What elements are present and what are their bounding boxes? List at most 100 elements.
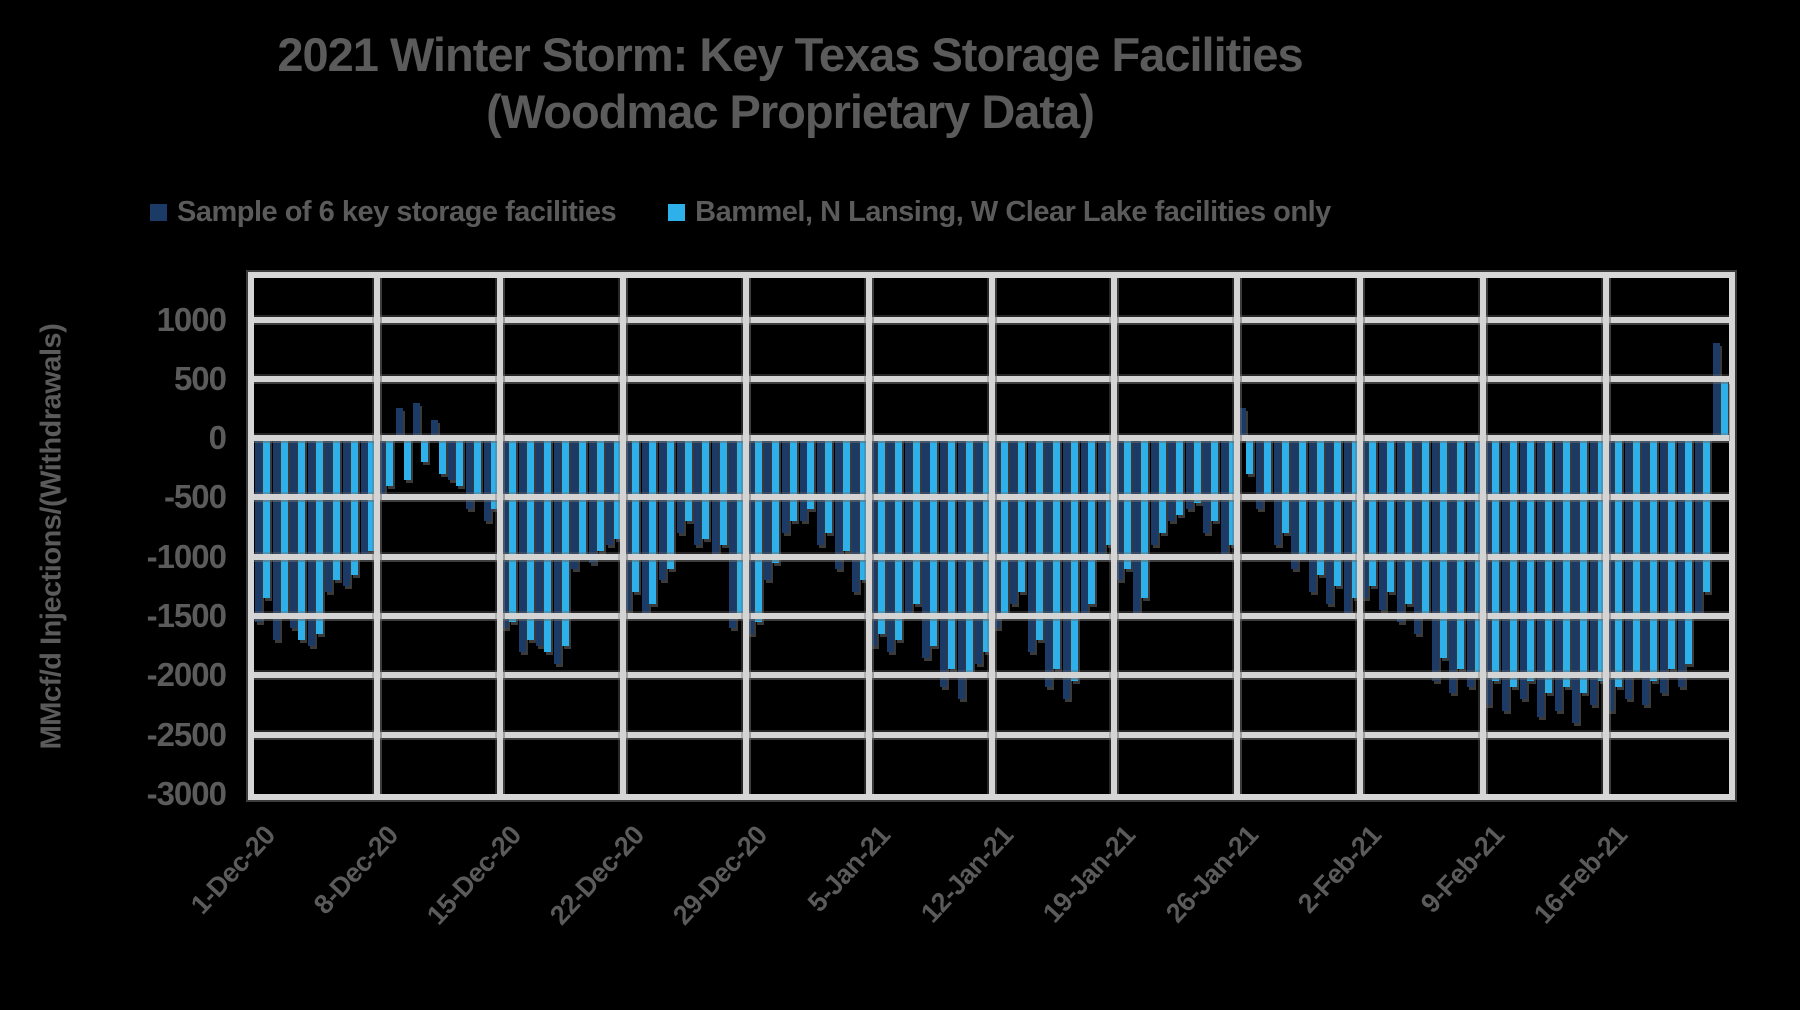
bar — [518, 438, 526, 652]
bar — [1273, 438, 1281, 545]
bar — [719, 438, 727, 545]
bar — [448, 438, 456, 480]
bar — [1238, 408, 1246, 439]
bar — [333, 438, 341, 581]
bar — [438, 438, 446, 474]
legend: Sample of 6 key storage facilities Bamme… — [150, 196, 1331, 229]
bar — [1211, 438, 1219, 522]
bar — [930, 438, 938, 646]
bar — [1659, 438, 1667, 694]
bar — [887, 438, 895, 652]
x-tick-label: 1-Dec-20 — [184, 820, 281, 920]
y-tick-label: -500 — [163, 478, 227, 516]
bar — [1695, 438, 1703, 617]
bar — [1501, 438, 1509, 711]
bar — [975, 438, 983, 664]
bar — [1396, 438, 1404, 622]
bar — [1562, 438, 1570, 688]
plot-area — [246, 270, 1737, 802]
v-gridline — [1111, 278, 1118, 794]
y-axis-tick-labels: 1000 500 0 -500 -1000 -1500 -2000 -2500 -3000 — [0, 278, 236, 812]
bar — [280, 438, 288, 617]
bar — [754, 438, 762, 622]
bar — [606, 438, 614, 545]
bar — [421, 438, 429, 462]
bar — [746, 438, 754, 634]
bar — [465, 438, 473, 510]
bar — [1168, 438, 1176, 522]
bar — [614, 438, 622, 539]
bar — [1351, 438, 1359, 599]
bar — [1439, 438, 1447, 658]
bar — [1624, 438, 1632, 700]
x-tick-label: 26-Jan-21 — [1160, 820, 1265, 929]
bar — [1334, 438, 1342, 587]
bar — [1484, 438, 1492, 706]
bar — [561, 438, 569, 646]
bar — [799, 438, 807, 522]
bar — [869, 438, 877, 646]
bar — [1123, 438, 1131, 569]
v-gridline — [1603, 278, 1610, 794]
bar — [1308, 438, 1316, 593]
bar — [1422, 438, 1430, 617]
bar — [1404, 438, 1412, 605]
bar — [350, 438, 358, 575]
v-gridline — [496, 278, 503, 794]
bar — [526, 438, 534, 640]
bar — [1554, 438, 1562, 711]
y-tick-label: -2500 — [146, 715, 227, 753]
bar — [957, 438, 965, 700]
bar — [877, 438, 885, 634]
bar — [817, 438, 825, 545]
bar — [659, 438, 667, 581]
bar — [1677, 438, 1685, 688]
bar — [1193, 438, 1201, 504]
bar — [1386, 438, 1394, 593]
bar — [315, 438, 323, 634]
v-gridline — [988, 278, 995, 794]
bar — [1580, 438, 1588, 694]
bar — [623, 438, 631, 611]
bar — [834, 438, 842, 569]
bar — [807, 438, 815, 510]
bar — [1466, 438, 1474, 688]
bar — [1203, 438, 1211, 534]
x-tick-label: 19-Jan-21 — [1037, 820, 1142, 929]
bar — [544, 438, 552, 652]
bar — [1589, 438, 1597, 706]
bar — [403, 438, 411, 480]
x-tick-label: 22-Dec-20 — [543, 820, 650, 931]
bar — [641, 438, 649, 617]
bar — [1045, 438, 1053, 688]
bar — [1150, 438, 1158, 545]
x-tick-label: 2-Feb-21 — [1292, 820, 1388, 919]
bar — [1449, 438, 1457, 694]
bar — [922, 438, 930, 658]
legend-label-bammel-facilities: Bammel, N Lansing, W Clear Lake faciliti… — [695, 196, 1331, 228]
bar — [1519, 438, 1527, 700]
bar — [1176, 438, 1184, 516]
bar — [702, 438, 710, 539]
bar — [1010, 438, 1018, 605]
bar — [378, 438, 386, 498]
bar — [940, 438, 948, 688]
bar — [895, 438, 903, 640]
y-tick-label: -3000 — [146, 775, 227, 812]
bar — [1291, 438, 1299, 569]
bar — [1035, 438, 1043, 640]
bar — [1703, 438, 1711, 593]
bar — [1080, 438, 1088, 617]
bar — [1537, 438, 1545, 717]
bar — [1316, 438, 1324, 575]
bar — [737, 438, 745, 617]
bar — [782, 438, 790, 534]
v-gridline — [373, 278, 380, 794]
bar — [456, 438, 464, 486]
v-gridline — [1480, 278, 1487, 794]
bar — [272, 438, 280, 640]
bar — [1326, 438, 1334, 605]
bar — [298, 438, 306, 640]
bar — [343, 438, 351, 587]
